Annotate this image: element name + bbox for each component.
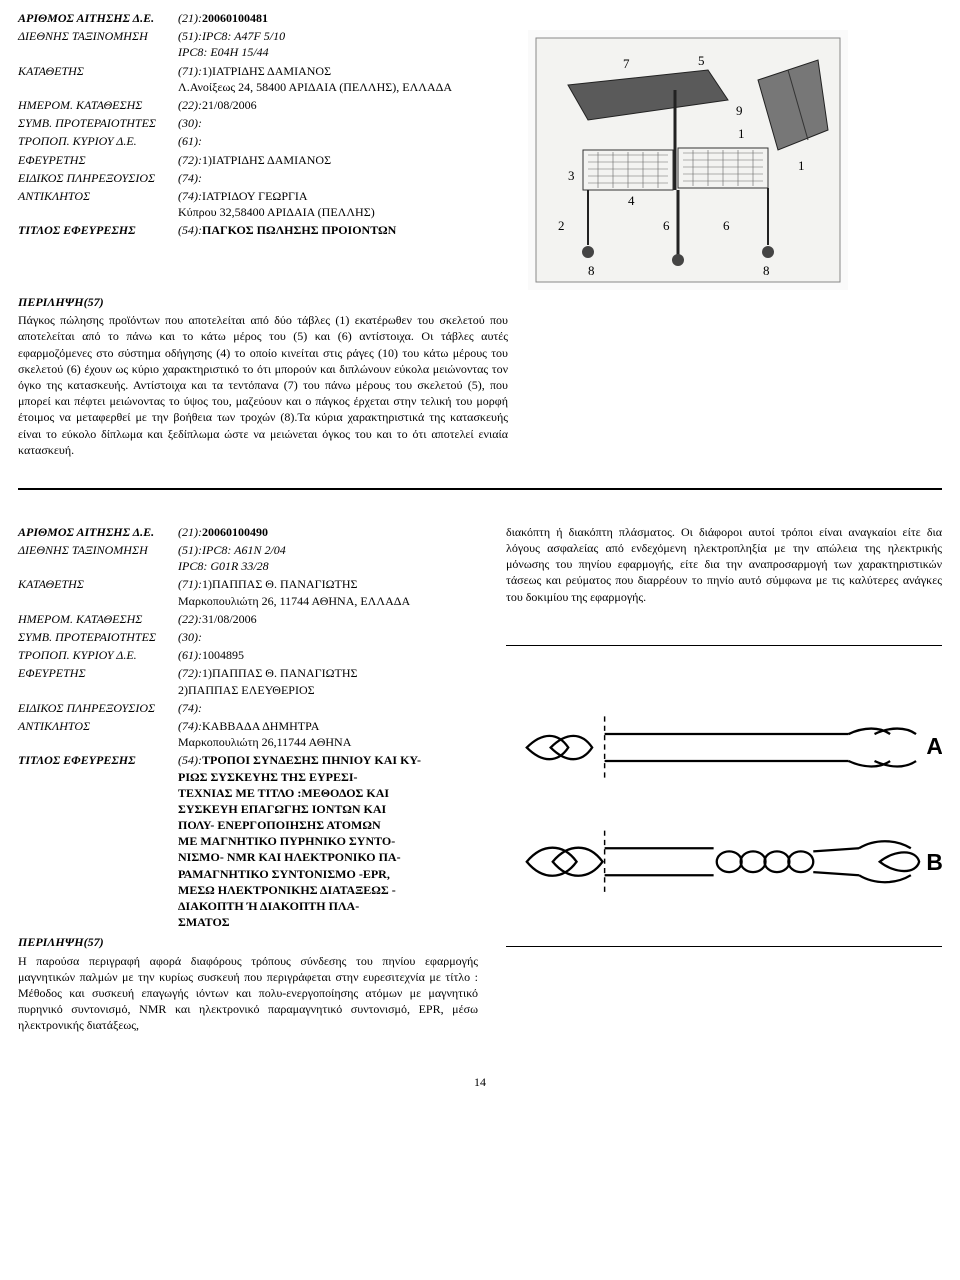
field-label: ΕΙΔΙΚΟΣ ΠΛΗΡΕΞΟΥΣΙΟΣ xyxy=(18,700,178,716)
entry1-fields: ΑΡΙΘΜΟΣ ΑΙΤΗΣΗΣ Δ.Ε.(21):20060100481ΔΙΕΘ… xyxy=(18,10,508,290)
entry1-abstract-label: ΠΕΡΙΛΗΨΗ(57) xyxy=(18,294,942,310)
field-row: ΤΙΤΛΟΣ ΕΦΕΥΡΕΣΗΣ(54):ΤΡΟΠΟΙ ΣΥΝΔΕΣΗΣ ΠΗΝ… xyxy=(18,752,478,930)
field-value: (72):1)ΠΑΠΠΑΣ Θ. ΠΑΝΑΓΙΩΤΗΣ2)ΠΑΠΠΑΣ ΕΛΕΥ… xyxy=(178,665,478,697)
svg-text:3: 3 xyxy=(568,168,575,183)
entry2-abstract-label: ΠΕΡΙΛΗΨΗ(57) xyxy=(18,934,478,950)
entry1-figure-col: 7 5 1 1 9 3 4 2 8 6 6 8 xyxy=(508,10,942,290)
field-value: (22):31/08/2006 xyxy=(178,611,478,627)
field-row: ΗΜΕΡΟΜ. ΚΑΤΑΘΕΣΗΣ(22):21/08/2006 xyxy=(18,97,508,113)
field-value: (21):20060100481 xyxy=(178,10,508,26)
field-label: ΚΑΤΑΘΕΤΗΣ xyxy=(18,63,178,95)
field-value: (74): xyxy=(178,700,478,716)
field-value: (54):ΤΡΟΠΟΙ ΣΥΝΔΕΣΗΣ ΠΗΝΙΟΥ ΚΑΙ ΚΥ-ΡΙΩΣ … xyxy=(178,752,478,930)
page-number: 14 xyxy=(18,1074,942,1090)
field-value: (72):1)ΙΑΤΡΙΔΗΣ ΔΑΜΙΑΝΟΣ xyxy=(178,152,508,168)
field-row: ΔΙΕΘΝΗΣ ΤΑΞΙΝΟΜΗΣΗ(51):IPC8: A47F 5/10IP… xyxy=(18,28,508,60)
field-value: (71):1)ΙΑΤΡΙΔΗΣ ΔΑΜΙΑΝΟΣΛ.Ανοίξεως 24, 5… xyxy=(178,63,508,95)
svg-text:8: 8 xyxy=(588,263,595,278)
field-row: ΤΡΟΠΟΠ. ΚΥΡΙΟΥ Δ.Ε.(61): xyxy=(18,133,508,149)
field-row: ΤΡΟΠΟΠ. ΚΥΡΙΟΥ Δ.Ε.(61):1004895 xyxy=(18,647,478,663)
field-row: ΣΥΜΒ. ΠΡΟΤΕΡΑΙΟΤΗΤΕΣ(30): xyxy=(18,115,508,131)
svg-text:9: 9 xyxy=(736,103,743,118)
field-label: ΑΝΤΙΚΛΗΤΟΣ xyxy=(18,718,178,750)
field-label: ΕΙΔΙΚΟΣ ΠΛΗΡΕΞΟΥΣΙΟΣ xyxy=(18,170,178,186)
field-row: ΑΡΙΘΜΟΣ ΑΙΤΗΣΗΣ Δ.Ε.(21):20060100481 xyxy=(18,10,508,26)
field-label: ΗΜΕΡΟΜ. ΚΑΤΑΘΕΣΗΣ xyxy=(18,97,178,113)
field-label: ΤΙΤΛΟΣ ΕΦΕΥΡΕΣΗΣ xyxy=(18,222,178,238)
field-row: ΕΙΔΙΚΟΣ ΠΛΗΡΕΞΟΥΣΙΟΣ(74): xyxy=(18,170,508,186)
field-row: ΣΥΜΒ. ΠΡΟΤΕΡΑΙΟΤΗΤΕΣ(30): xyxy=(18,629,478,645)
field-label: ΕΦΕΥΡΕΤΗΣ xyxy=(18,665,178,697)
field-label: ΚΑΤΑΘΕΤΗΣ xyxy=(18,576,178,608)
entry2-right-col: διακόπτη ή διακόπτη πλάσματος. Οι διάφορ… xyxy=(506,524,942,1034)
field-value: (22):21/08/2006 xyxy=(178,97,508,113)
entry2-fields: ΑΡΙΘΜΟΣ ΑΙΤΗΣΗΣ Δ.Ε.(21):20060100490ΔΙΕΘ… xyxy=(18,524,478,931)
field-row: ΚΑΤΑΘΕΤΗΣ(71):1)ΙΑΤΡΙΔΗΣ ΔΑΜΙΑΝΟΣΛ.Ανοίξ… xyxy=(18,63,508,95)
svg-text:1: 1 xyxy=(738,126,745,141)
field-row: ΤΙΤΛΟΣ ΕΦΕΥΡΕΣΗΣ(54):ΠΑΓΚΟΣ ΠΩΛΗΣΗΣ ΠΡΟΙ… xyxy=(18,222,508,238)
field-value: (30): xyxy=(178,115,508,131)
field-row: ΔΙΕΘΝΗΣ ΤΑΞΙΝΟΜΗΣΗ(51):IPC8: A61N 2/04IP… xyxy=(18,542,478,574)
fig-label-a: A xyxy=(926,733,942,759)
patent-entry-1: ΑΡΙΘΜΟΣ ΑΙΤΗΣΗΣ Δ.Ε.(21):20060100481ΔΙΕΘ… xyxy=(18,10,942,458)
field-label: ΤΡΟΠΟΠ. ΚΥΡΙΟΥ Δ.Ε. xyxy=(18,133,178,149)
field-label: ΤΙΤΛΟΣ ΕΦΕΥΡΕΣΗΣ xyxy=(18,752,178,930)
field-row: ΑΡΙΘΜΟΣ ΑΙΤΗΣΗΣ Δ.Ε.(21):20060100490 xyxy=(18,524,478,540)
patent-entry-2: ΑΡΙΘΜΟΣ ΑΙΤΗΣΗΣ Δ.Ε.(21):20060100490ΔΙΕΘ… xyxy=(18,524,942,1034)
field-label: ΤΡΟΠΟΠ. ΚΥΡΙΟΥ Δ.Ε. xyxy=(18,647,178,663)
svg-text:8: 8 xyxy=(763,263,770,278)
field-value: (71):1)ΠΑΠΠΑΣ Θ. ΠΑΝΑΓΙΩΤΗΣΜαρκοπουλιώτη… xyxy=(178,576,478,608)
svg-text:6: 6 xyxy=(663,218,670,233)
field-value: (61):1004895 xyxy=(178,647,478,663)
field-label: ΕΦΕΥΡΕΤΗΣ xyxy=(18,152,178,168)
field-value: (74): xyxy=(178,170,508,186)
field-row: ΚΑΤΑΘΕΤΗΣ(71):1)ΠΑΠΠΑΣ Θ. ΠΑΝΑΓΙΩΤΗΣΜαρκ… xyxy=(18,576,478,608)
field-label: ΑΡΙΘΜΟΣ ΑΙΤΗΣΗΣ Δ.Ε. xyxy=(18,10,178,26)
entry1-figure: 7 5 1 1 9 3 4 2 8 6 6 8 xyxy=(528,30,848,290)
field-value: (74):ΚΑΒΒΑΔΑ ΔΗΜΗΤΡΑΜαρκοπουλιώτη 26,117… xyxy=(178,718,478,750)
field-value: (21):20060100490 xyxy=(178,524,478,540)
fig-separator-top xyxy=(506,645,942,646)
field-label: ΑΡΙΘΜΟΣ ΑΙΤΗΣΗΣ Δ.Ε. xyxy=(18,524,178,540)
field-row: ΕΦΕΥΡΕΤΗΣ(72):1)ΠΑΠΠΑΣ Θ. ΠΑΝΑΓΙΩΤΗΣ2)ΠΑ… xyxy=(18,665,478,697)
svg-text:6: 6 xyxy=(723,218,730,233)
entry2-figure: A xyxy=(506,706,942,939)
field-value: (51):IPC8: A47F 5/10IPC8: E04H 15/44 xyxy=(178,28,508,60)
field-row: ΕΙΔΙΚΟΣ ΠΛΗΡΕΞΟΥΣΙΟΣ(74): xyxy=(18,700,478,716)
field-row: ΗΜΕΡΟΜ. ΚΑΤΑΘΕΣΗΣ(22):31/08/2006 xyxy=(18,611,478,627)
separator xyxy=(18,488,942,490)
field-label: ΔΙΕΘΝΗΣ ΤΑΞΙΝΟΜΗΣΗ xyxy=(18,28,178,60)
svg-text:1: 1 xyxy=(798,158,805,173)
fig-label-b: B xyxy=(926,849,942,875)
field-label: ΗΜΕΡΟΜ. ΚΑΤΑΘΕΣΗΣ xyxy=(18,611,178,627)
svg-text:4: 4 xyxy=(628,193,635,208)
entry2-continuation: διακόπτη ή διακόπτη πλάσματος. Οι διάφορ… xyxy=(506,524,942,605)
field-value: (51):IPC8: A61N 2/04IPC8: G01R 33/28 xyxy=(178,542,478,574)
field-value: (54):ΠΑΓΚΟΣ ΠΩΛΗΣΗΣ ΠΡΟΙΟΝΤΩΝ xyxy=(178,222,508,238)
field-row: ΑΝΤΙΚΛΗΤΟΣ(74):ΙΑΤΡΙΔΟΥ ΓΕΩΡΓΙΑΚύπρου 32… xyxy=(18,188,508,220)
svg-text:5: 5 xyxy=(698,53,705,68)
entry2-abstract: Η παρούσα περιγραφή αφορά διαφόρους τρόπ… xyxy=(18,953,478,1034)
svg-text:7: 7 xyxy=(623,56,630,71)
field-label: ΣΥΜΒ. ΠΡΟΤΕΡΑΙΟΤΗΤΕΣ xyxy=(18,629,178,645)
field-row: ΑΝΤΙΚΛΗΤΟΣ(74):ΚΑΒΒΑΔΑ ΔΗΜΗΤΡΑΜαρκοπουλι… xyxy=(18,718,478,750)
fig-separator-bottom xyxy=(506,946,942,947)
entry1-abstract: Πάγκος πώλησης προϊόντων που αποτελείται… xyxy=(18,312,508,458)
entry2-left-col: ΑΡΙΘΜΟΣ ΑΙΤΗΣΗΣ Δ.Ε.(21):20060100490ΔΙΕΘ… xyxy=(18,524,478,1034)
field-label: ΔΙΕΘΝΗΣ ΤΑΞΙΝΟΜΗΣΗ xyxy=(18,542,178,574)
field-value: (30): xyxy=(178,629,478,645)
field-row: ΕΦΕΥΡΕΤΗΣ(72):1)ΙΑΤΡΙΔΗΣ ΔΑΜΙΑΝΟΣ xyxy=(18,152,508,168)
field-value: (74):ΙΑΤΡΙΔΟΥ ΓΕΩΡΓΙΑΚύπρου 32,58400 ΑΡΙ… xyxy=(178,188,508,220)
entry1-top: ΑΡΙΘΜΟΣ ΑΙΤΗΣΗΣ Δ.Ε.(21):20060100481ΔΙΕΘ… xyxy=(18,10,942,290)
svg-text:2: 2 xyxy=(558,218,565,233)
field-label: ΣΥΜΒ. ΠΡΟΤΕΡΑΙΟΤΗΤΕΣ xyxy=(18,115,178,131)
field-label: ΑΝΤΙΚΛΗΤΟΣ xyxy=(18,188,178,220)
field-value: (61): xyxy=(178,133,508,149)
